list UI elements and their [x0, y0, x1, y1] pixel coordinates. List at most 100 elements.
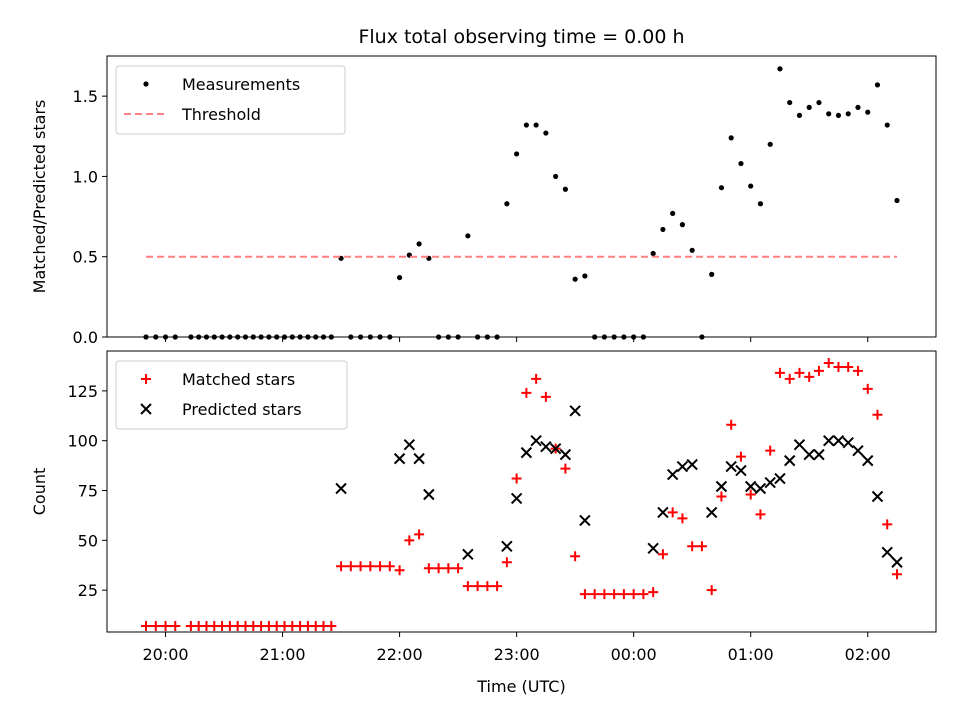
- data-point: [570, 551, 581, 562]
- data-point: [611, 334, 617, 340]
- data-point: [453, 563, 464, 574]
- data-point: [745, 489, 756, 500]
- data-point: [160, 621, 171, 632]
- data-point: [326, 621, 337, 632]
- data-point: [601, 334, 608, 340]
- x-tick-label: 22:00: [377, 645, 423, 664]
- data-point: [666, 468, 679, 481]
- data-point: [589, 589, 600, 600]
- data-point: [726, 419, 737, 430]
- data-point: [520, 446, 533, 459]
- data-point: [203, 334, 210, 340]
- data-point: [335, 482, 347, 495]
- data-point: [320, 334, 327, 340]
- legend: Measurements Threshold: [115, 65, 346, 135]
- data-point: [313, 334, 319, 340]
- data-point: [852, 365, 863, 376]
- data-point: [754, 482, 767, 495]
- data-point: [569, 405, 581, 417]
- data-point: [504, 201, 510, 207]
- data-point: [242, 334, 249, 340]
- data-point: [765, 445, 776, 456]
- data-point: [640, 334, 647, 340]
- data-point: [336, 561, 347, 572]
- data-point: [170, 621, 181, 632]
- data-point: [667, 507, 678, 518]
- data-point: [709, 271, 715, 277]
- data-point: [882, 519, 893, 530]
- data-point: [492, 581, 503, 592]
- data-point: [384, 561, 395, 572]
- data-point: [289, 334, 295, 340]
- data-point: [628, 589, 639, 600]
- data-point: [562, 186, 568, 192]
- data-point: [813, 448, 825, 461]
- data-point: [153, 334, 159, 340]
- data-point: [475, 334, 481, 340]
- data-point: [436, 334, 442, 340]
- data-point: [774, 472, 786, 485]
- legend-label: Matched stars: [182, 370, 295, 389]
- plot-frame: [106, 350, 937, 633]
- data-point: [523, 122, 529, 128]
- data-point: [872, 409, 883, 420]
- data-point: [521, 387, 532, 398]
- data-point: [501, 540, 513, 553]
- data-point: [250, 334, 256, 340]
- data-point: [843, 361, 854, 372]
- data-point: [823, 357, 834, 368]
- x-tick-label: 21:00: [259, 645, 305, 664]
- data-point: [621, 334, 627, 340]
- y-tick-label: 100: [67, 432, 98, 451]
- data-point: [274, 334, 280, 340]
- data-point: [796, 112, 803, 119]
- data-point: [738, 160, 744, 167]
- data-point: [510, 492, 523, 505]
- data-point: [670, 210, 676, 216]
- data-point: [592, 334, 598, 340]
- data-point: [348, 334, 354, 340]
- data-point: [631, 334, 637, 340]
- data-point: [387, 334, 393, 340]
- data-point: [219, 334, 225, 340]
- data-point: [501, 557, 512, 568]
- data-point: [305, 334, 311, 340]
- data-point: [162, 334, 169, 340]
- legend-box: [115, 65, 346, 135]
- data-point: [455, 334, 461, 340]
- data-point: [172, 334, 178, 340]
- data-point: [403, 438, 416, 451]
- data-point: [725, 460, 737, 473]
- data-point: [345, 561, 356, 572]
- data-point: [806, 104, 812, 110]
- data-point: [862, 383, 873, 394]
- data-point: [143, 334, 149, 340]
- data-point: [150, 621, 161, 632]
- data-point: [744, 480, 757, 493]
- data-point: [891, 556, 903, 568]
- data-point: [579, 514, 591, 527]
- data-point: [462, 581, 473, 592]
- data-point: [794, 367, 805, 378]
- panel-2: 25 50 75 100 125 20:00 21:00 22:00 23:00 00:00 01:…: [30, 350, 937, 696]
- legend-swatch-plus: [141, 374, 151, 384]
- data-point: [650, 250, 656, 257]
- y-axis-label: Matched/Predicted stars: [30, 100, 49, 294]
- data-point: [540, 391, 551, 402]
- legend-label: Predicted stars: [182, 400, 302, 419]
- y-tick-label: 25: [78, 581, 98, 600]
- data-point: [705, 506, 718, 519]
- data-point: [894, 197, 900, 204]
- data-point: [416, 241, 422, 247]
- data-point: [748, 183, 754, 189]
- series-measurements: [143, 66, 900, 340]
- data-point: [784, 373, 795, 384]
- data-point: [813, 365, 824, 376]
- data-point: [472, 581, 483, 592]
- data-point: [783, 454, 796, 467]
- data-point: [543, 130, 549, 136]
- data-point: [891, 569, 902, 580]
- data-point: [413, 452, 425, 465]
- data-point: [511, 473, 522, 484]
- data-point: [258, 334, 264, 340]
